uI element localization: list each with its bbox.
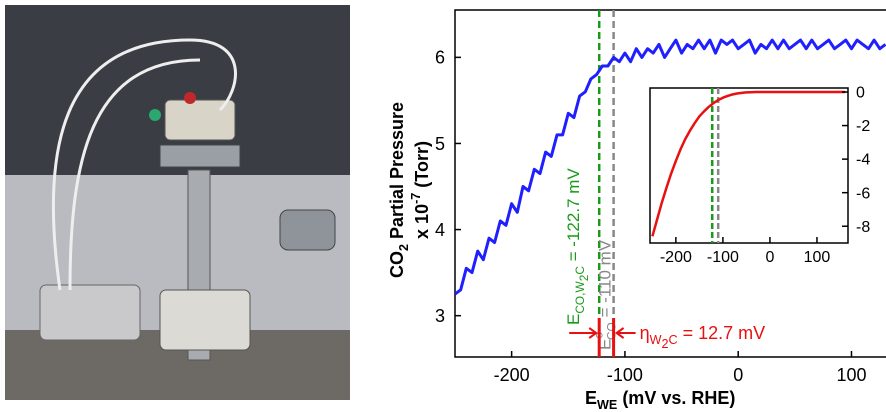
label-part: 2 <box>397 244 411 251</box>
label-part: η <box>640 323 650 343</box>
photo-box <box>159 289 251 351</box>
label-part: CO <box>387 251 407 278</box>
photo-flange <box>39 284 141 341</box>
x-tick-label: 100 <box>804 249 831 266</box>
data-line <box>455 38 886 296</box>
x-tick-label: 0 <box>765 249 774 266</box>
photo-cell <box>164 99 236 141</box>
arrow <box>614 327 636 339</box>
label-part: = -122.7 mV <box>564 168 583 266</box>
label-part: 2 <box>577 274 591 281</box>
y-tick-label: 0 <box>856 85 865 102</box>
label-part: E <box>585 388 597 408</box>
plot-area <box>651 88 846 243</box>
label-part: = 12.7 mV <box>678 323 766 343</box>
y-tick-label: 5 <box>435 134 445 154</box>
photo-clip <box>149 109 161 121</box>
y-tick-label: 4 <box>435 220 445 240</box>
photo <box>5 5 350 400</box>
arrow <box>569 327 598 339</box>
label-part: Partial Pressure <box>387 102 407 244</box>
y-tick-label: -8 <box>856 219 870 236</box>
x-tick-label: 0 <box>733 365 743 385</box>
x-tick-label: -100 <box>607 365 643 385</box>
label-part: W <box>650 333 662 347</box>
label-part: C <box>573 266 587 275</box>
rich-label: x 10-7 (Torr) <box>409 141 432 239</box>
y-tick-label: 6 <box>435 48 445 68</box>
label-part: CO,W <box>573 281 587 314</box>
label-part: 2 <box>662 337 669 351</box>
rich-label: EWE (mV vs. RHE) <box>585 388 735 412</box>
y-tick-label: -2 <box>856 118 870 135</box>
photo-valve-knob <box>279 209 336 251</box>
label-part: = -110 mV <box>596 239 615 322</box>
x-tick-label: -200 <box>494 365 530 385</box>
photo-wires <box>51 38 237 291</box>
label-part: E <box>564 314 583 325</box>
data-line <box>651 90 846 237</box>
label-part: x 10 <box>412 204 432 239</box>
label-part: C <box>669 333 678 347</box>
rich-label: ECO,W2C = -122.7 mV <box>564 168 591 325</box>
x-tick-label: -200 <box>660 249 692 266</box>
rich-label: ηW2C = 12.7 mV <box>640 323 766 351</box>
y-tick-label: -4 <box>856 152 870 169</box>
rich-label: CO2 Partial Pressure <box>387 102 411 278</box>
y-tick-label: 3 <box>435 306 445 326</box>
label-part: E <box>596 339 615 350</box>
label-part: (Torr) <box>412 141 432 193</box>
plot-area <box>455 10 886 357</box>
label-part: -7 <box>409 193 423 204</box>
label-part: (mV vs. RHE) <box>617 388 735 408</box>
plot-frame <box>649 87 849 244</box>
x-tick-label: -100 <box>707 249 739 266</box>
photo-clip <box>184 92 196 104</box>
photo-clamp <box>159 144 241 168</box>
label-part: WE <box>597 398 617 412</box>
x-tick-label: 100 <box>836 365 866 385</box>
label-part: CO <box>605 322 619 340</box>
y-tick-label: -6 <box>856 185 870 202</box>
